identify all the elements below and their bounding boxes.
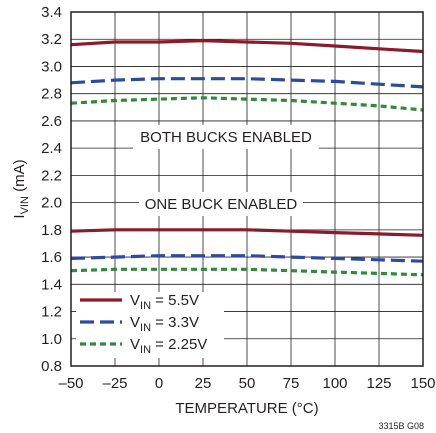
y-tick-label: 2.8: [41, 86, 62, 103]
annotations: BOTH BUCKS ENABLED ONE BUCK ENABLED: [133, 125, 319, 216]
y-tick-label: 2.0: [41, 195, 62, 212]
y-tick-label: 1.0: [41, 331, 62, 348]
y-tick-label: 1.8: [41, 222, 62, 239]
x-tick-label: 125: [366, 375, 391, 392]
y-tick-label: 1.6: [41, 249, 62, 266]
legend-bg: [76, 292, 224, 358]
annotation-one-bg: [139, 192, 303, 216]
legend-label: VIN = 5.5V: [130, 292, 199, 312]
y-axis-title-unit: (mA): [11, 159, 28, 192]
series-line-one-3-3V: [70, 254, 424, 263]
y-tick-label: 2.2: [41, 167, 62, 184]
y-axis-title-sub: VIN: [19, 196, 31, 214]
x-tick-label: –25: [102, 375, 127, 392]
y-tick-label: 3.4: [41, 4, 62, 21]
legend-label-value: = 5.5V: [151, 292, 199, 309]
legend-label-sub: IN: [140, 300, 151, 312]
series-line-one-2-25V: [70, 267, 424, 277]
x-tick-label: –50: [58, 375, 83, 392]
y-axis-title-main: I: [11, 214, 28, 218]
figure-id: 3315B G08: [378, 421, 424, 431]
x-tick-label: 75: [283, 375, 300, 392]
legend-label-value: = 3.3V: [151, 314, 199, 331]
y-tick-label: 0.8: [41, 358, 62, 375]
y-tick-label: 2.6: [41, 113, 62, 130]
annotation-one-buck: ONE BUCK ENABLED: [145, 196, 298, 213]
y-axis-title: IVIN (mA): [11, 159, 31, 218]
x-tick-label: 50: [239, 375, 256, 392]
legend-label-sub: IN: [140, 344, 151, 356]
x-axis-title: TEMPERATURE (°C): [175, 400, 318, 417]
y-tick-label: 3.2: [41, 31, 62, 48]
series-line-both-5-5V: [70, 38, 424, 54]
series-line-one-5-5V: [70, 228, 424, 237]
y-tick-label: 3.0: [41, 58, 62, 75]
legend-label-prefix: V: [130, 314, 140, 331]
series-line-both-2-25V: [70, 96, 424, 112]
series-line-both-3-3V: [70, 77, 424, 89]
x-tick-label: 0: [155, 375, 163, 392]
annotation-both-bg: [133, 125, 319, 149]
tick-labels: –50 –25 0 25 50 75 100 125 150 0.8 1.0 1.2 1.4 1.6 1.8…: [41, 4, 435, 392]
y-tick-label: 1.4: [41, 276, 62, 293]
series-lines: [70, 38, 424, 277]
legend-label-prefix: V: [130, 292, 140, 309]
x-tick-label: 100: [322, 375, 347, 392]
legend-label: VIN = 2.25V: [130, 336, 207, 356]
y-tick-label: 2.4: [41, 140, 62, 157]
annotation-both-bucks: BOTH BUCKS ENABLED: [140, 129, 312, 146]
x-tick-label: 25: [195, 375, 212, 392]
legend-label-sub: IN: [140, 322, 151, 334]
plot-frame: [70, 11, 424, 367]
legend-label: VIN = 3.3V: [130, 314, 199, 334]
y-tick-label: 1.2: [41, 304, 62, 321]
legend-label-prefix: V: [130, 336, 140, 353]
x-tick-label: 150: [410, 375, 435, 392]
legend-label-value: = 2.25V: [151, 336, 207, 353]
